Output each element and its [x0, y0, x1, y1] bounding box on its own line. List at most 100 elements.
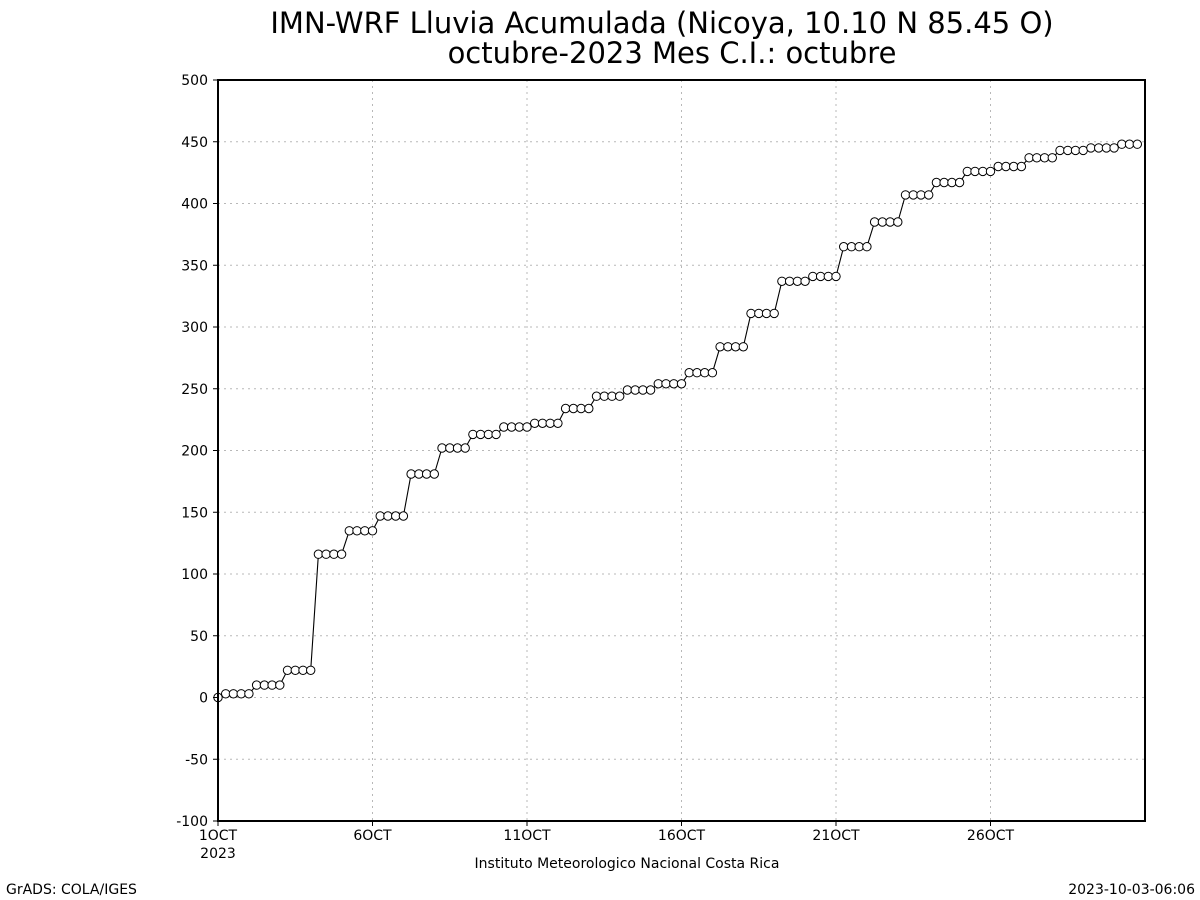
data-point — [792, 276, 803, 286]
data-point — [754, 308, 764, 319]
data-point — [267, 680, 277, 690]
data-point — [506, 422, 517, 432]
data-point — [684, 368, 694, 378]
data-point — [700, 368, 710, 378]
data-point — [483, 429, 494, 440]
data-point — [313, 549, 324, 559]
data-point — [414, 469, 424, 479]
data-point — [645, 385, 656, 395]
y-tick-label: 200 — [181, 444, 208, 460]
data-point — [306, 665, 316, 675]
data-point — [924, 190, 934, 200]
data-point — [321, 549, 331, 559]
data-point — [869, 217, 880, 227]
data-point — [1024, 153, 1034, 163]
data-point — [615, 391, 625, 401]
data-point — [383, 511, 393, 521]
data-point — [228, 689, 239, 699]
data-point — [599, 391, 609, 401]
data-point — [769, 308, 779, 319]
data-point — [746, 308, 756, 319]
data-point — [993, 161, 1003, 172]
data-point — [692, 368, 702, 378]
data-point — [1117, 139, 1127, 149]
data-point — [877, 217, 888, 227]
plot-frame — [217, 79, 1146, 822]
data-point — [784, 276, 795, 286]
x-tick-label: 11OCT — [503, 828, 551, 844]
grid-layer — [217, 79, 1145, 822]
data-point — [1070, 145, 1081, 156]
data-point — [823, 271, 833, 282]
y-tick-label: -50 — [185, 752, 208, 768]
x-tick-label: 21OCT — [812, 828, 860, 844]
data-point — [676, 379, 687, 389]
data-point — [236, 689, 246, 699]
data-point — [707, 368, 718, 378]
data-point — [584, 403, 594, 414]
data-point — [1078, 145, 1088, 156]
data-point — [568, 403, 579, 414]
data-point — [738, 342, 748, 352]
credit-text: Instituto Meteorologico Nacional Costa R… — [475, 856, 780, 872]
data-point — [352, 526, 362, 536]
data-point — [1109, 143, 1119, 153]
data-point — [221, 689, 231, 699]
data-point — [329, 549, 339, 559]
x-tick-label: 1OCT — [199, 828, 238, 844]
data-point — [715, 342, 725, 352]
y-tick-label: 250 — [181, 382, 208, 398]
data-point — [607, 391, 617, 401]
data-point — [367, 526, 378, 536]
data-point — [939, 177, 949, 188]
data-point — [808, 271, 818, 282]
data-point — [421, 469, 432, 479]
data-point — [391, 511, 401, 521]
data-point — [437, 443, 447, 453]
y-tick-label: 500 — [181, 73, 208, 89]
x-axis-year-label: 2023 — [200, 846, 236, 862]
data-point — [259, 680, 270, 690]
data-point — [630, 385, 640, 395]
data-point — [862, 242, 872, 252]
data-point — [1094, 143, 1104, 153]
points-layer — [213, 139, 1143, 703]
y-tick-label: 450 — [181, 135, 208, 151]
data-point — [560, 403, 571, 414]
data-point — [839, 242, 849, 252]
data-point — [723, 342, 733, 352]
series-layer — [217, 143, 1138, 698]
data-point — [1032, 153, 1042, 163]
data-point — [344, 526, 354, 536]
data-point — [406, 469, 416, 479]
data-point — [537, 418, 548, 428]
data-point — [522, 422, 532, 432]
data-point — [475, 429, 486, 440]
y-tick-label: 150 — [181, 505, 208, 521]
y-tick-label: 400 — [181, 197, 208, 213]
y-tick-label: 50 — [190, 629, 208, 645]
data-point — [661, 379, 671, 389]
axes-layer: -100 -50 0 50 100 150 200 250 300 350 400 450 500 1OC… — [176, 73, 1014, 844]
data-point — [761, 308, 772, 319]
data-point — [1047, 153, 1058, 163]
data-point — [800, 276, 810, 286]
timestamp: 2023-10-03-06:06 — [1068, 882, 1195, 898]
data-point — [669, 379, 679, 389]
data-point — [831, 271, 841, 282]
data-point — [846, 242, 857, 252]
data-point — [854, 242, 864, 252]
data-point — [452, 443, 463, 453]
data-point — [514, 422, 524, 432]
data-point — [908, 190, 918, 200]
data-point — [290, 665, 300, 675]
data-point — [499, 422, 509, 432]
data-point — [553, 418, 563, 428]
data-point — [1124, 139, 1135, 149]
data-point — [900, 190, 911, 200]
data-point — [445, 443, 455, 453]
data-point — [336, 549, 347, 559]
data-point — [398, 511, 409, 521]
data-point — [978, 166, 988, 177]
